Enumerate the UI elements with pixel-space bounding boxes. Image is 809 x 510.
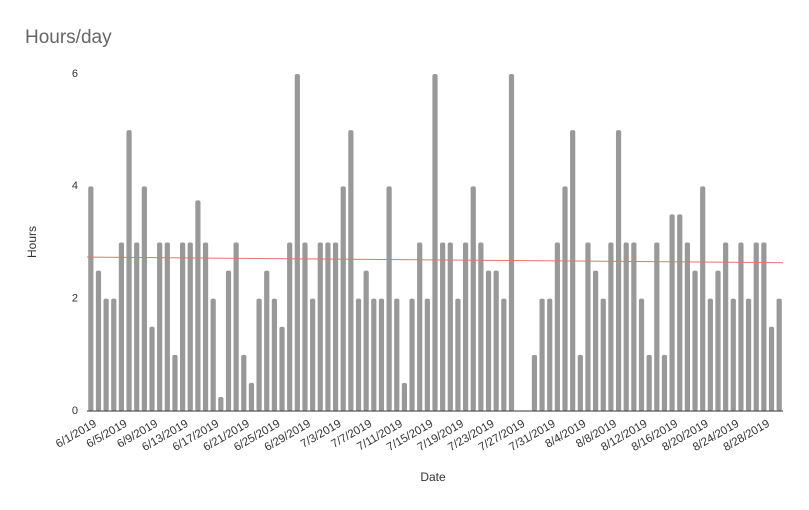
bar <box>577 354 583 411</box>
bar <box>669 214 675 411</box>
bar <box>570 130 576 411</box>
bar <box>241 354 247 411</box>
bar <box>187 242 193 411</box>
bar <box>455 298 461 411</box>
bar <box>661 354 668 411</box>
bar <box>371 298 377 411</box>
bar <box>608 242 614 411</box>
bar <box>715 270 721 411</box>
bar <box>432 74 438 411</box>
bar <box>271 298 277 411</box>
bar <box>134 242 140 411</box>
bar <box>310 298 316 411</box>
bar <box>554 242 560 411</box>
bar <box>118 242 125 411</box>
bar <box>753 242 759 411</box>
bar <box>677 214 683 411</box>
bar <box>501 298 507 411</box>
bar <box>508 74 515 411</box>
bar <box>478 242 484 411</box>
bar <box>470 186 476 411</box>
bar <box>692 270 698 411</box>
y-axis-title: Hours <box>25 226 39 258</box>
bar <box>776 298 782 411</box>
bar <box>485 270 492 411</box>
bar <box>654 242 660 411</box>
chart-title: Hours/day <box>25 27 112 48</box>
bar <box>646 354 652 411</box>
bar <box>111 298 117 411</box>
bar <box>378 298 385 411</box>
bar <box>172 354 178 411</box>
bar <box>447 242 453 411</box>
bar <box>707 298 713 411</box>
bar <box>355 298 362 411</box>
bar <box>332 242 339 411</box>
bar <box>631 242 637 411</box>
bar <box>424 298 430 411</box>
bar <box>103 298 109 411</box>
bar <box>493 270 499 411</box>
bar <box>723 242 729 411</box>
bar <box>317 242 323 411</box>
bar <box>363 270 369 411</box>
bar <box>745 298 752 411</box>
bar <box>302 242 308 411</box>
bar <box>225 270 232 411</box>
bar <box>623 242 629 411</box>
bar <box>294 74 300 411</box>
bar <box>279 326 285 411</box>
bar <box>256 298 262 411</box>
bar <box>325 242 331 411</box>
bar <box>126 130 132 411</box>
bar <box>615 130 622 411</box>
bar <box>88 186 94 411</box>
y-tick-label: 2 <box>72 293 78 305</box>
y-tick-label: 4 <box>72 180 78 192</box>
x-axis-title: Date <box>420 470 446 484</box>
bar <box>264 270 270 411</box>
bar <box>600 298 606 411</box>
bar <box>386 186 392 411</box>
bar <box>202 242 209 411</box>
bar <box>700 186 706 411</box>
bar <box>348 130 354 411</box>
bar <box>768 326 775 411</box>
bar <box>539 298 545 411</box>
bar <box>547 298 553 411</box>
bar <box>394 298 400 411</box>
bar <box>157 242 163 411</box>
bar <box>562 186 568 411</box>
bar <box>233 242 239 411</box>
bar <box>585 242 591 411</box>
bar <box>638 298 645 411</box>
y-tick-label: 0 <box>72 405 78 417</box>
bar <box>440 242 446 411</box>
bar <box>149 326 155 411</box>
trendline <box>86 256 784 264</box>
bar <box>684 242 690 411</box>
bar <box>417 242 423 411</box>
bar <box>409 298 415 411</box>
bar <box>210 298 216 411</box>
bar <box>401 382 408 411</box>
bar <box>195 200 201 411</box>
bar <box>738 242 744 411</box>
bar <box>340 186 346 411</box>
bar <box>287 242 293 411</box>
bar <box>180 242 186 411</box>
bar <box>593 270 599 411</box>
bar <box>531 354 538 411</box>
bar <box>761 242 767 411</box>
y-tick-label: 6 <box>72 68 78 80</box>
bar <box>95 270 102 411</box>
bar <box>730 298 736 411</box>
bar <box>218 396 224 411</box>
bar <box>462 242 469 411</box>
bar <box>164 242 170 411</box>
bar <box>141 186 147 411</box>
bar <box>248 382 255 411</box>
